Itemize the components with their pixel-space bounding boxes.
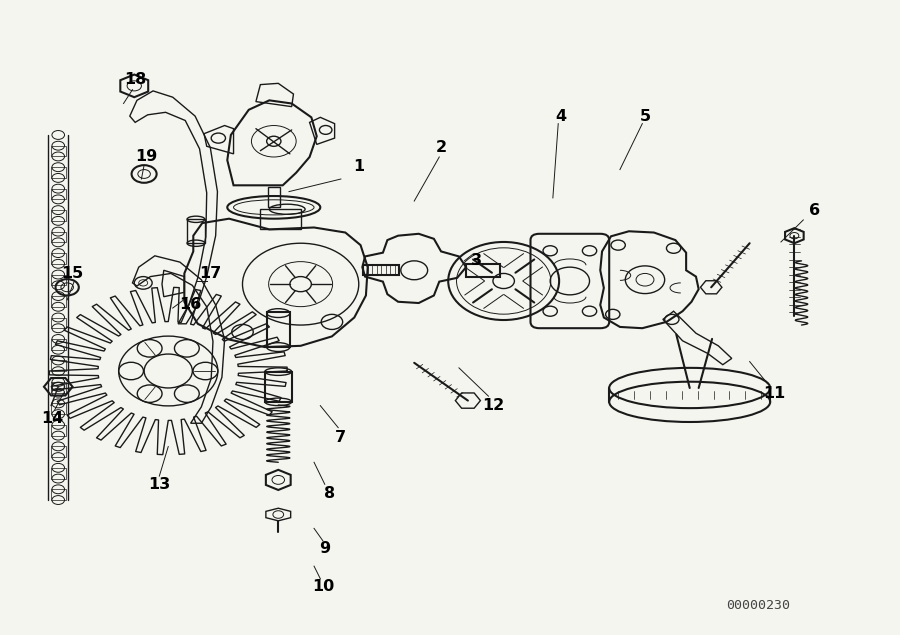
Bar bbox=[50, 210, 66, 221]
Text: 15: 15 bbox=[61, 266, 84, 281]
Bar bbox=[50, 446, 66, 457]
Text: 19: 19 bbox=[135, 149, 157, 164]
Text: 3: 3 bbox=[472, 253, 482, 269]
Bar bbox=[267, 187, 280, 208]
Text: 2: 2 bbox=[436, 140, 446, 155]
Text: 1: 1 bbox=[353, 159, 364, 174]
Bar bbox=[50, 189, 66, 199]
Text: 6: 6 bbox=[809, 203, 821, 218]
Bar bbox=[50, 468, 66, 479]
Bar bbox=[50, 253, 66, 264]
Text: 00000230: 00000230 bbox=[726, 599, 790, 612]
Bar bbox=[50, 361, 66, 371]
Text: 7: 7 bbox=[336, 430, 346, 444]
Text: 13: 13 bbox=[148, 477, 170, 491]
Bar bbox=[50, 167, 66, 178]
Text: 8: 8 bbox=[324, 486, 335, 501]
Text: 12: 12 bbox=[482, 398, 504, 413]
Text: 5: 5 bbox=[639, 109, 651, 124]
Text: 18: 18 bbox=[124, 72, 147, 87]
Bar bbox=[50, 339, 66, 350]
Text: 4: 4 bbox=[555, 109, 566, 124]
Bar bbox=[364, 265, 399, 276]
Bar bbox=[50, 382, 66, 392]
Text: 17: 17 bbox=[199, 266, 221, 281]
Bar bbox=[266, 312, 290, 347]
Bar bbox=[50, 145, 66, 156]
Bar bbox=[260, 210, 301, 229]
Bar bbox=[50, 274, 66, 285]
Bar bbox=[265, 371, 292, 402]
Text: 10: 10 bbox=[312, 578, 334, 594]
Bar bbox=[50, 232, 66, 243]
Text: 16: 16 bbox=[179, 297, 202, 312]
Bar bbox=[50, 318, 66, 328]
Bar bbox=[50, 403, 66, 414]
Bar bbox=[466, 264, 500, 277]
Bar bbox=[50, 296, 66, 307]
Bar bbox=[187, 219, 205, 243]
Bar bbox=[50, 490, 66, 500]
Text: 14: 14 bbox=[40, 411, 63, 425]
Text: 9: 9 bbox=[320, 541, 330, 556]
Text: 11: 11 bbox=[763, 385, 786, 401]
Bar bbox=[50, 425, 66, 436]
